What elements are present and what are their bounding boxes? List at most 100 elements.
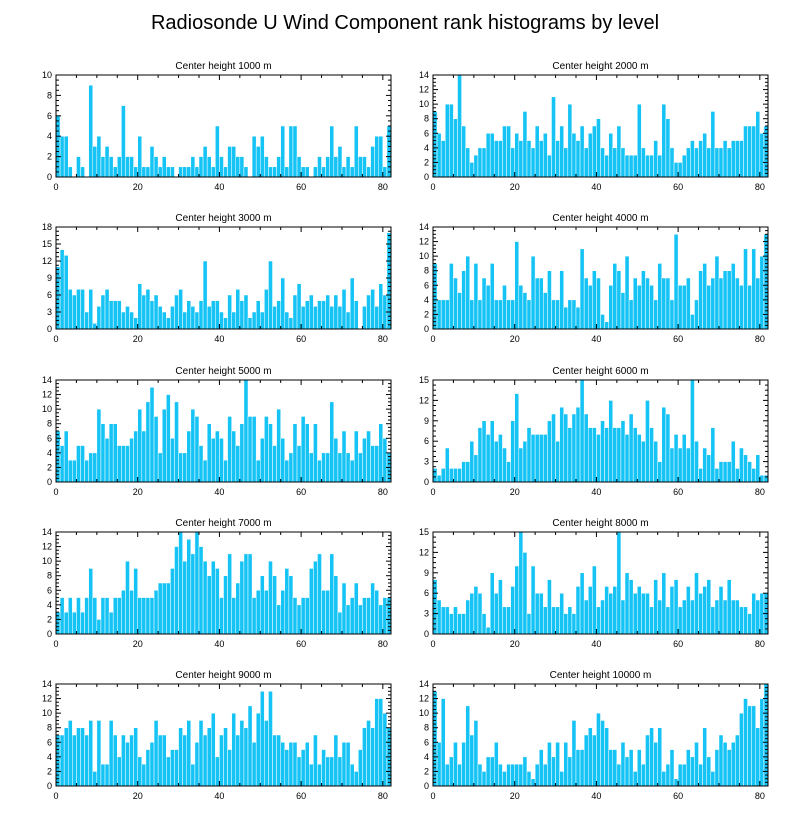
histogram-bar [510, 147, 515, 178]
histogram-bar [129, 311, 134, 330]
histogram-bar [239, 720, 245, 787]
histogram-bar [690, 379, 695, 483]
histogram-bar [260, 575, 265, 635]
histogram-bar [506, 606, 511, 635]
histogram-bar [518, 285, 524, 330]
histogram-bar [268, 166, 273, 178]
histogram-bar [502, 447, 507, 483]
histogram-bar [543, 763, 548, 787]
histogram-bar [317, 763, 322, 787]
histogram-bar [645, 592, 650, 635]
histogram-bar [522, 756, 528, 787]
histogram-bar [534, 277, 540, 330]
histogram-bar [669, 447, 675, 483]
histogram-bar [747, 705, 752, 787]
histogram-bar [587, 727, 593, 787]
y-tick-label: 14 [42, 527, 52, 537]
histogram-bar [353, 300, 359, 330]
y-tick-label: 4 [47, 448, 52, 458]
histogram-bar [370, 146, 375, 178]
y-tick-label: 6 [424, 280, 429, 290]
histogram-bar [604, 427, 609, 483]
histogram-bar [616, 125, 622, 178]
histogram-bar [473, 154, 479, 178]
figure-title: Radiosonde U Wind Component rank histogr… [151, 12, 659, 34]
histogram-bar [730, 140, 736, 178]
histogram-bar [186, 539, 192, 635]
histogram-bar [722, 742, 728, 787]
histogram-bar [63, 430, 69, 483]
histogram-bar [174, 294, 179, 330]
histogram-bar [206, 727, 212, 787]
histogram-bar [473, 454, 479, 483]
histogram-bar [141, 430, 147, 483]
histogram-bar [198, 445, 204, 483]
histogram-bar [300, 416, 306, 483]
histogram-bar [235, 582, 241, 635]
histogram-bar [108, 300, 114, 330]
histogram-bar [190, 763, 196, 787]
histogram-bar [129, 590, 134, 635]
histogram-bar [706, 147, 712, 178]
histogram-bar [571, 299, 577, 330]
histogram-panel-7: Center height 7000 m 0 2 4 6 8 10 12 14 0 20 40 60 80 [42, 518, 392, 649]
histogram-bar [743, 248, 748, 330]
histogram-bar [272, 445, 277, 483]
histogram-bar [596, 712, 601, 787]
x-tick-label: 60 [296, 182, 306, 192]
histogram-bar [108, 156, 114, 178]
histogram-bar [718, 734, 724, 787]
y-tick-label: 6 [47, 111, 52, 121]
histogram-bar [755, 727, 761, 787]
histogram-bar [210, 300, 216, 330]
histogram-bar [96, 720, 102, 787]
y-tick-label: 14 [419, 70, 429, 80]
x-tick-label: 20 [133, 791, 143, 801]
histogram-bar [465, 255, 471, 330]
x-tick-label: 20 [510, 182, 520, 192]
histogram-bar [502, 771, 507, 787]
histogram-bar [63, 611, 69, 635]
histogram-bar [345, 156, 351, 178]
histogram-bar [370, 445, 375, 483]
histogram-bar [653, 299, 658, 330]
histogram-bar [104, 597, 110, 635]
histogram-bar [349, 763, 355, 787]
histogram-bar [243, 166, 249, 178]
histogram-bar [276, 734, 281, 787]
y-tick-label: 12 [419, 395, 429, 405]
histogram-bar [84, 734, 89, 787]
histogram-bar [280, 277, 286, 330]
histogram-bar [272, 166, 277, 178]
x-tick-label: 0 [430, 334, 435, 344]
panel-title: Center height 5000 m [175, 366, 271, 377]
histogram-bar [698, 592, 703, 635]
y-tick-label: 9 [424, 568, 429, 578]
histogram-bar [108, 611, 114, 635]
histogram-bar [669, 586, 675, 635]
histogram-bar [72, 294, 77, 330]
histogram-bar [465, 705, 471, 787]
histogram-bar [288, 125, 294, 178]
histogram-bar [453, 606, 458, 635]
histogram-bar [170, 306, 175, 330]
histogram-bar [624, 154, 630, 178]
histogram-bar [686, 447, 691, 483]
histogram-bar [469, 440, 475, 483]
histogram-bar [223, 166, 228, 178]
histogram-bar [465, 461, 471, 483]
histogram-bar [575, 586, 581, 635]
histogram-bar [68, 597, 73, 635]
histogram-bar [353, 430, 359, 483]
histogram-bar [251, 135, 257, 178]
histogram-bar [178, 289, 183, 330]
histogram-panel-4: Center height 4000 m 0 2 4 6 8 10 12 14 0 20 40 60 80 [419, 213, 769, 344]
histogram-bar [514, 133, 520, 178]
histogram-bar [494, 140, 499, 178]
histogram-bar [681, 434, 687, 483]
histogram-bar [461, 613, 466, 635]
histogram-bar [587, 586, 593, 635]
histogram-bar [227, 416, 232, 483]
histogram-bar [681, 285, 687, 330]
histogram-bar [166, 394, 171, 483]
